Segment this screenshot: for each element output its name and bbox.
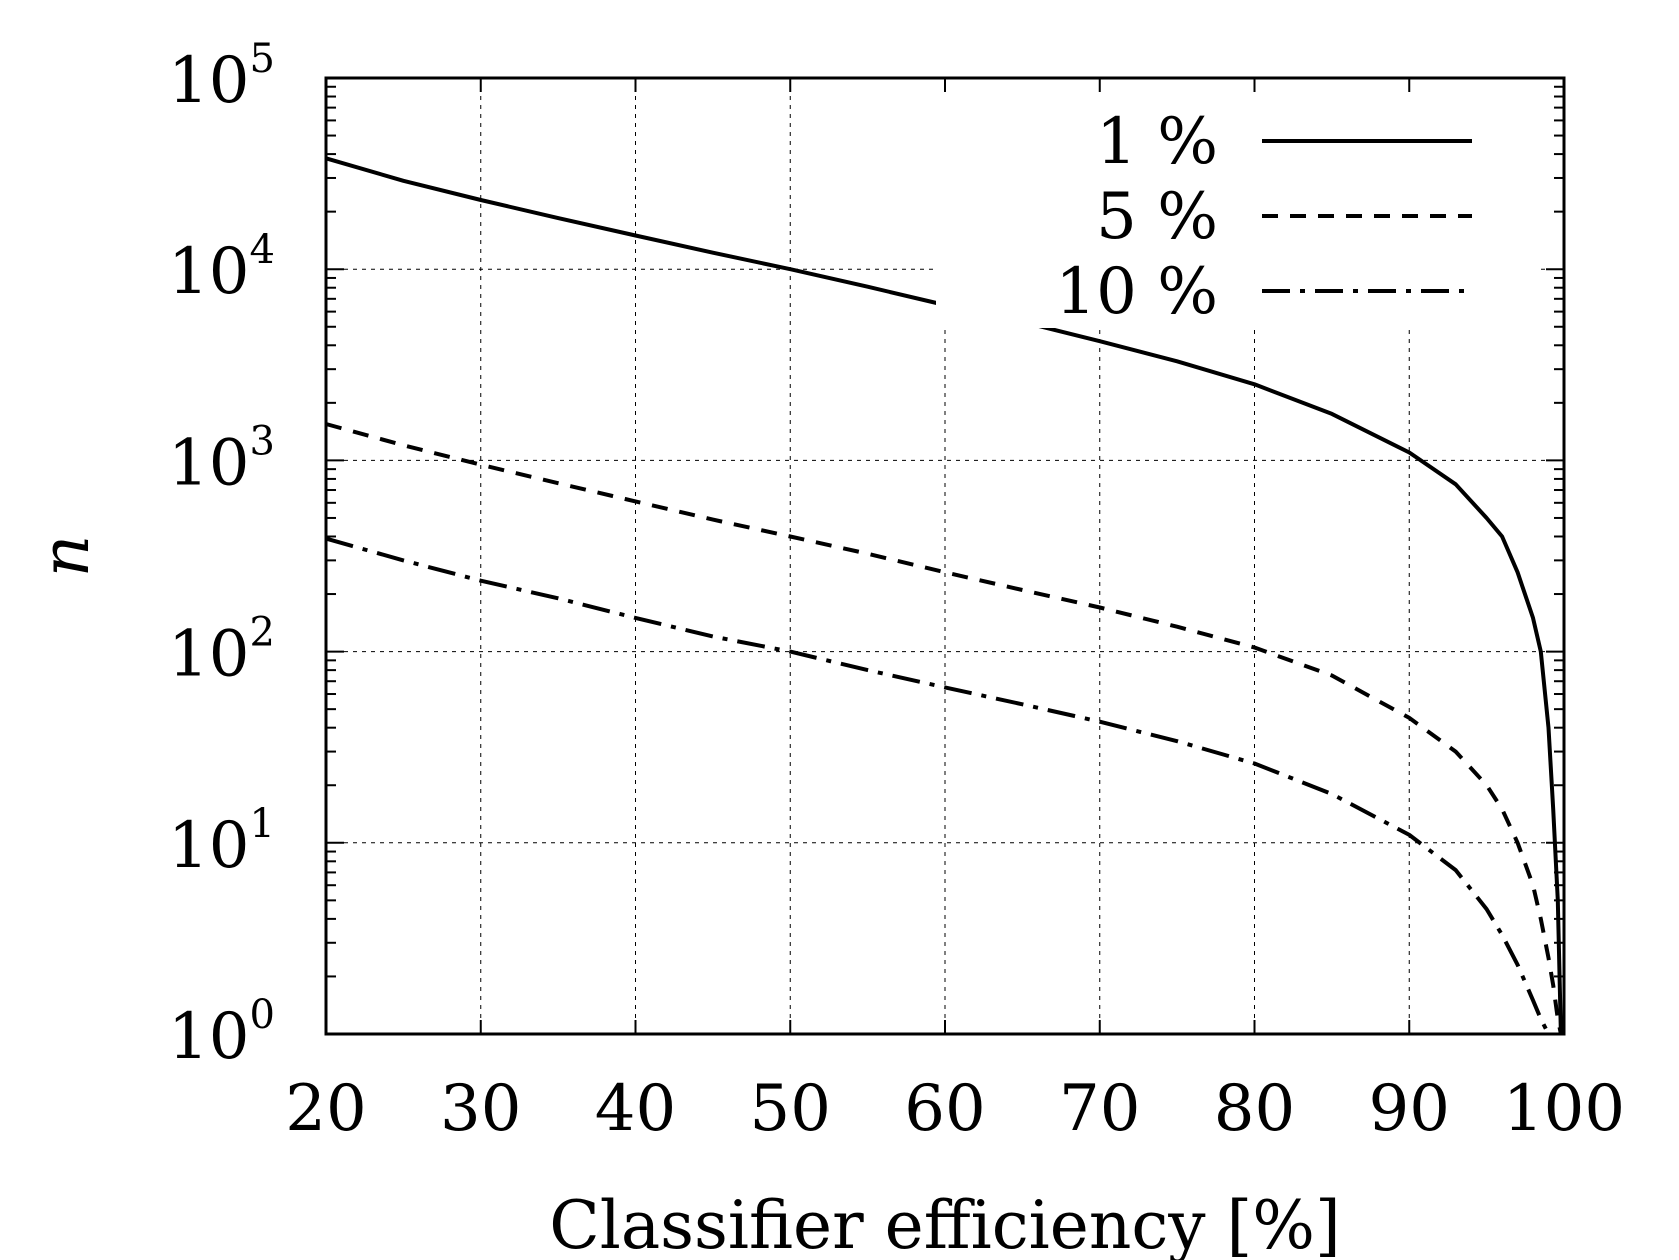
x-tick-label: 70 [1059,1072,1140,1146]
series-line-1 [325,156,1563,1035]
legend-label: 10 % [1055,255,1218,329]
x-tick-label: 20 [285,1072,366,1146]
legend-label: 5 % [1096,180,1218,254]
legend-label: 1 % [1096,105,1218,179]
y-axis-ticks: 100 101 102 103 104 105 [168,36,1564,1074]
y-tick-label: 104 [168,227,275,309]
y-tick-label: 103 [168,418,275,500]
x-axis-label: Classifier efficiency [%] [549,1187,1341,1260]
y-axis-label: n [27,535,104,578]
series-line-2 [325,422,1563,1035]
grid [326,78,1564,1034]
y-tick-label: 100 [168,992,275,1074]
x-tick-label: 60 [904,1072,985,1146]
y-tick-label: 105 [168,36,275,118]
y-tick-label: 101 [168,801,275,883]
x-tick-label: 40 [595,1072,676,1146]
x-tick-label: 50 [750,1072,831,1146]
x-tick-label: 90 [1369,1072,1450,1146]
series-lines [325,156,1563,1035]
legend-background [936,90,1536,328]
minor-ticks [326,85,1564,978]
x-tick-label: 80 [1214,1072,1295,1146]
y-tick-label: 102 [168,610,275,692]
legend: 1 %5 %10 % [1055,105,1472,329]
x-tick-label: 30 [440,1072,521,1146]
x-tick-label: 100 [1503,1072,1625,1146]
series-line-3 [325,536,1551,1035]
x-axis-ticks: 20 30 40 50 60 70 80 90 100 [285,78,1625,1146]
